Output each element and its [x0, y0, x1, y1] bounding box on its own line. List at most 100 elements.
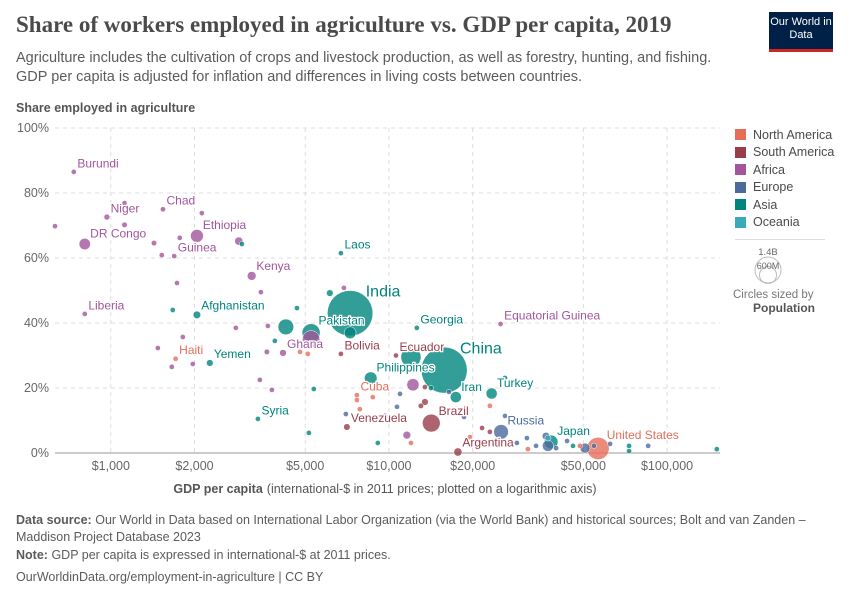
data-point	[192, 310, 201, 319]
data-point	[206, 359, 214, 367]
data-point	[420, 346, 468, 394]
x-tick-label: $100,000	[641, 459, 693, 473]
legend-item[interactable]: North America	[735, 126, 835, 144]
point-label: Afghanistan	[201, 299, 264, 313]
data-point	[397, 391, 403, 397]
data-point	[121, 221, 128, 228]
legend-swatch	[735, 199, 746, 211]
data-point	[247, 271, 257, 281]
x-tick-label: $20,000	[450, 459, 495, 473]
data-point	[258, 289, 264, 295]
legend-item[interactable]: Oceania	[735, 214, 835, 232]
note-text: GDP per capita is expressed in internati…	[51, 548, 391, 562]
point-label: Ecuador	[400, 340, 445, 354]
point-label: Niger	[111, 201, 140, 215]
point-label: Burundi	[77, 156, 118, 170]
point-label: Equatorial Guinea	[504, 308, 600, 322]
x-axis-label-detail: (international-$ in 2011 prices; plotted…	[267, 482, 597, 496]
data-point	[533, 443, 539, 449]
chart-subtitle: Agriculture includes the cultivation of …	[16, 50, 712, 85]
legend-item[interactable]: Asia	[735, 196, 835, 214]
point-label: Ethiopia	[203, 218, 247, 232]
legend-swatch	[735, 181, 746, 193]
source-text: Our World in Data based on International…	[16, 513, 806, 544]
data-point	[461, 414, 467, 420]
legend-label: Europe	[753, 180, 794, 195]
data-point	[422, 413, 441, 433]
data-point	[151, 240, 158, 247]
y-tick-label: 20%	[24, 381, 49, 395]
data-point	[354, 397, 360, 403]
legend-label: Africa	[753, 162, 785, 177]
data-point	[199, 210, 205, 216]
data-point	[257, 377, 263, 383]
data-point	[265, 323, 271, 329]
data-point	[338, 351, 344, 357]
data-source: Data source: Our World in Data based on …	[16, 512, 816, 546]
data-point	[172, 355, 179, 362]
data-point	[263, 348, 270, 355]
data-point	[414, 325, 420, 331]
legend-swatch	[735, 129, 746, 141]
legend-label: South America	[753, 145, 835, 160]
source-url-link[interactable]: OurWorldinData.org/employment-in-agricul…	[16, 570, 324, 584]
data-point	[477, 439, 483, 445]
data-point	[421, 398, 429, 406]
point-label: United States	[607, 428, 679, 442]
x-tick-label: $2,000	[175, 459, 213, 473]
data-point	[369, 394, 376, 400]
point-label: Liberia	[88, 298, 124, 312]
size-legend-variable: Population	[753, 301, 815, 315]
size-legend-large-label: 1.4B	[758, 247, 778, 258]
data-point	[626, 448, 632, 454]
data-point	[502, 413, 508, 419]
data-point	[239, 241, 245, 247]
legend-item[interactable]: South America	[735, 144, 835, 162]
data-point	[364, 371, 378, 385]
y-tick-label: 60%	[24, 251, 49, 265]
point-label: DR Congo	[90, 227, 146, 241]
data-point	[525, 446, 531, 452]
data-point	[176, 235, 183, 241]
data-point	[645, 443, 651, 449]
point-label: Georgia	[420, 312, 463, 326]
point-label: Ghana	[287, 337, 323, 351]
data-point	[374, 440, 381, 446]
data-point	[591, 443, 597, 449]
data-point	[487, 429, 493, 435]
note-label: Note:	[16, 548, 48, 562]
data-point	[514, 440, 520, 446]
data-point	[160, 206, 166, 213]
data-point	[493, 424, 509, 440]
size-legend-small-circle	[759, 266, 777, 284]
data-point	[310, 386, 317, 392]
data-point	[497, 321, 504, 327]
data-point	[81, 311, 88, 317]
data-point	[306, 430, 312, 436]
y-tick-label: 100%	[17, 121, 49, 135]
point-label: Chad	[167, 194, 196, 208]
data-point	[52, 223, 58, 229]
data-point	[485, 387, 498, 400]
data-point	[406, 378, 420, 392]
data-point	[713, 446, 720, 452]
y-tick-label: 0%	[31, 446, 49, 460]
owid-logo[interactable]: Our World in Data	[769, 12, 833, 52]
data-point	[446, 389, 452, 395]
point-label: Kenya	[256, 259, 290, 273]
data-point	[294, 305, 300, 311]
size-legend-small-label: 600M	[757, 261, 780, 271]
legend-swatch	[735, 216, 746, 228]
point-label: Bolivia	[344, 338, 380, 352]
data-point	[269, 387, 275, 393]
legend-item[interactable]: Africa	[735, 161, 835, 179]
data-point	[70, 169, 77, 175]
data-point	[154, 345, 161, 351]
size-legend: 1.4B 600M	[754, 247, 782, 284]
x-tick-label: $50,000	[561, 459, 606, 473]
data-point	[524, 435, 530, 441]
legend-item[interactable]: Europe	[735, 179, 835, 197]
data-point	[78, 238, 91, 250]
data-point	[341, 285, 347, 291]
